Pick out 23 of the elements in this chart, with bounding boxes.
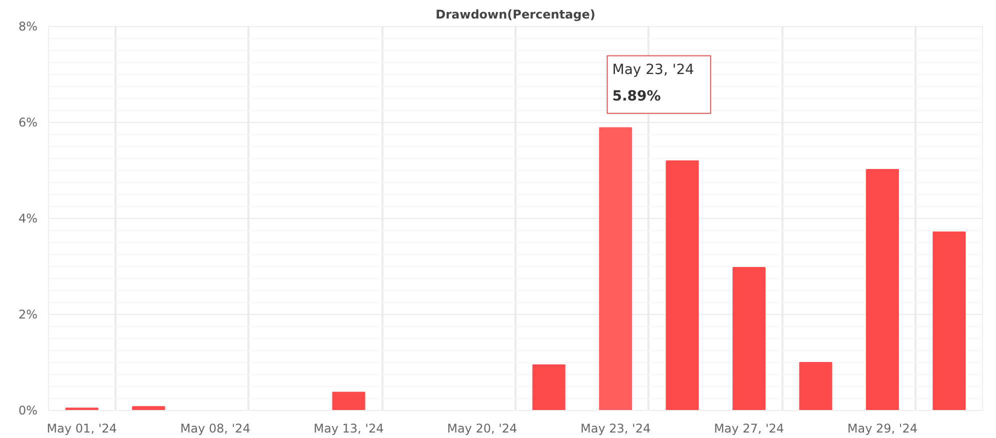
bar xyxy=(332,392,366,410)
x-tick-label: May 08, '24 xyxy=(180,422,250,436)
bar xyxy=(666,160,699,410)
bar xyxy=(599,127,632,410)
bar xyxy=(866,169,899,410)
y-tick-label: 6% xyxy=(18,116,38,130)
x-tick-label: May 23, '24 xyxy=(580,422,651,436)
bar xyxy=(732,266,766,410)
bar xyxy=(132,406,166,410)
x-tick-label: May 20, '24 xyxy=(447,422,518,436)
x-tick-label: May 27, '24 xyxy=(714,422,784,436)
y-tick-label: 4% xyxy=(18,212,38,226)
bar xyxy=(532,364,566,410)
x-tick-label: May 01, '24 xyxy=(46,422,117,436)
y-tick-label: 0% xyxy=(18,404,38,418)
bar xyxy=(799,362,832,410)
annotation: May 23, '24 5.89% xyxy=(612,62,694,105)
y-tick-label: 2% xyxy=(18,308,38,322)
x-tick-label: May 13, '24 xyxy=(314,422,384,436)
y-tick-label: 8% xyxy=(18,20,38,34)
bar xyxy=(932,231,966,410)
x-tick-label: May 29, '24 xyxy=(847,422,918,436)
chart-title: Drawdown(Percentage) xyxy=(436,8,596,22)
